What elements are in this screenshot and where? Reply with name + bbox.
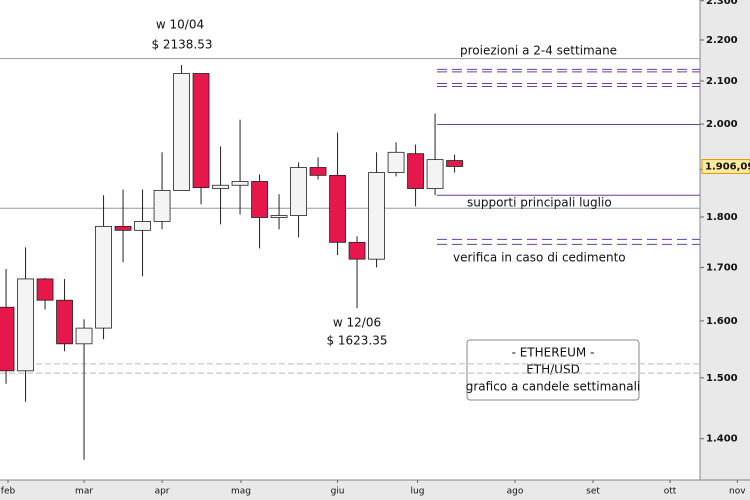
y-axis-area [700,0,750,500]
candle-body [446,160,463,167]
candle-body [251,181,268,218]
x-tick-label: mag [231,487,251,497]
x-tick-label: nov [729,487,746,497]
candle-body [231,181,249,186]
candle-body [192,73,210,189]
y-tick-label: 2.000 [706,119,738,130]
y-tick-label: 1.500 [706,373,738,384]
candle-body [153,190,171,222]
x-tick-label: giu [331,487,345,497]
y-tick-label: 1.800 [706,212,738,223]
candle-body [387,151,405,173]
candle-body [212,184,229,189]
candle-body [329,174,346,243]
annotation: w 12/06 [333,316,381,330]
annotation: verifica in caso di cedimento [453,251,626,265]
candle-body [348,241,366,260]
x-tick-label: mar [75,487,93,497]
candle-body [75,327,93,345]
candle-body [368,172,385,260]
last-price-label: 1.906,09 [705,161,750,172]
annotation: w 10/04 [156,18,204,32]
last-price-box [701,158,750,174]
y-tick-label: 2.100 [706,76,738,87]
y-tick-label: 1.400 [706,434,738,445]
candle-body [134,221,151,231]
legend-line: - ETHEREUM - [512,346,595,360]
x-tick-label: apr [155,487,170,497]
x-axis-area [0,480,750,500]
candle-body [114,225,132,231]
y-tick-label: 2.300 [706,0,738,7]
annotation: supporti principali luglio [467,196,612,210]
annotation: $ 1623.35 [326,334,387,348]
candle-body [309,167,327,176]
candle-body [407,153,424,189]
x-tick-label: lug [411,487,425,497]
candle-body [290,167,307,216]
x-tick-label: feb [1,487,16,497]
y-tick-label: 2.200 [706,35,738,46]
annotation: $ 2138.53 [151,38,212,52]
candle-body [17,278,34,372]
candle-body [56,299,73,345]
candle-body [95,225,112,329]
x-tick-label: set [586,487,600,497]
candle-body [0,306,15,372]
y-tick-label: 1.700 [706,262,738,273]
candle-body [36,278,54,301]
legend-box [466,339,640,401]
legend-line: grafico a candele settimanali [466,380,641,394]
x-tick-label: ott [664,487,677,497]
legend-line: ETH/USD [526,363,580,377]
annotation: proiezioni a 2-4 settimane [460,44,617,58]
candle-body [173,73,190,191]
candle-body [426,159,444,189]
candle-body [270,215,288,218]
y-tick-label: 1.600 [706,316,738,327]
x-tick-label: ago [507,487,524,497]
